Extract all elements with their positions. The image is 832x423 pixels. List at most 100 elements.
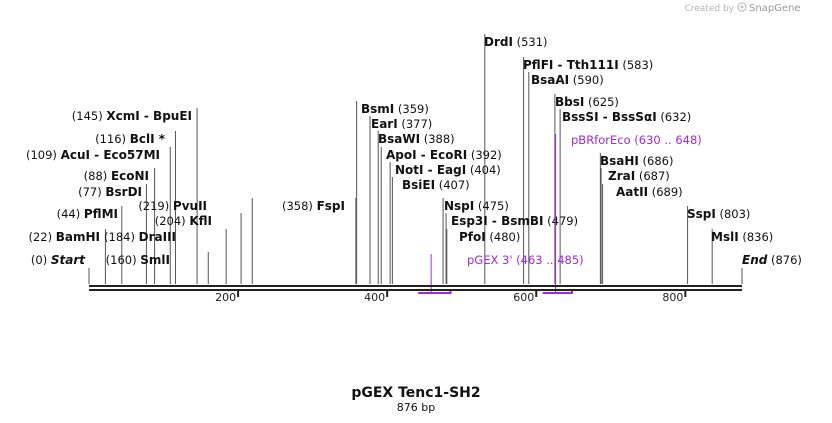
site-name-fspi: FspI xyxy=(317,199,345,213)
site-position-bbsi: (625) xyxy=(584,95,619,109)
site-position-eari: (377) xyxy=(398,117,433,131)
site-name-bsssi: BssSI - BssSαI xyxy=(562,110,657,124)
site-label-sspi[interactable]: SspI (803) xyxy=(687,207,750,221)
primer-name-pgex3: pGEX 3' xyxy=(467,253,513,267)
site-label-eari[interactable]: EarI (377) xyxy=(371,117,432,131)
site-position-kfli: (204) xyxy=(155,214,190,228)
site-name-eari: EarI xyxy=(371,117,398,131)
site-label-bsiei[interactable]: BsiEI (407) xyxy=(402,178,470,192)
site-position-noti: (404) xyxy=(466,163,501,177)
site-position-drdi: (531) xyxy=(513,35,548,49)
site-name-bamhi: BamHI xyxy=(56,230,100,244)
site-label-bsmi[interactable]: BsmI (359) xyxy=(361,102,429,116)
end-label-start[interactable]: (0) Start xyxy=(31,253,86,267)
site-name-esp3i: Esp3I - BsmBI xyxy=(451,214,543,228)
site-label-aatii[interactable]: AatII (689) xyxy=(616,185,683,199)
axis-tick-label-200: 200 xyxy=(215,291,236,304)
site-position-bsahi: (686) xyxy=(639,154,674,168)
site-name-pflfi: PflFI - Tth111I xyxy=(523,58,619,72)
site-name-bsrdi: BsrDI xyxy=(105,185,142,199)
axis-tick-label-600: 600 xyxy=(513,291,534,304)
site-label-msli[interactable]: MslI (836) xyxy=(711,230,773,244)
site-position-msli: (836) xyxy=(739,230,774,244)
end-label-end[interactable]: End (876) xyxy=(742,253,802,267)
site-position-zrai: (687) xyxy=(635,169,670,183)
site-name-bsiei: BsiEI xyxy=(402,178,435,192)
site-name-sspi: SspI xyxy=(687,207,716,221)
site-label-pflfi[interactable]: PflFI - Tth111I (583) xyxy=(523,58,653,72)
site-label-noti[interactable]: NotI - EagI (404) xyxy=(395,163,501,177)
end-name-end: End xyxy=(742,253,768,267)
site-label-draiii[interactable]: (184) DraIII xyxy=(104,230,176,244)
end-position-end: (876) xyxy=(767,253,802,267)
site-position-pfoi: (480) xyxy=(486,230,521,244)
snapgene-logo-icon xyxy=(737,2,747,12)
site-label-kfli[interactable]: (204) KflI xyxy=(155,214,212,228)
site-name-smli: SmlI xyxy=(140,253,170,267)
site-position-bsssi: (632) xyxy=(657,110,692,124)
site-label-fspi[interactable]: (358) FspI xyxy=(282,199,345,213)
site-position-fspi: (358) xyxy=(282,199,317,213)
credit-brand: SnapGene xyxy=(749,3,801,14)
site-label-smli[interactable]: (160) SmlI xyxy=(106,253,170,267)
site-label-pvuii[interactable]: (219) PvuII xyxy=(138,199,207,213)
site-position-econi: (88) xyxy=(84,169,111,183)
site-name-pfoi: PfoI xyxy=(459,230,486,244)
primer-label-pbrforeco[interactable]: pBRforEco (630 .. 648) xyxy=(571,133,702,147)
primer-label-pgex3[interactable]: pGEX 3' (463 .. 485) xyxy=(467,253,584,267)
site-label-bamhi[interactable]: (22) BamHI xyxy=(28,230,100,244)
site-label-bsaai[interactable]: BsaAI (590) xyxy=(531,73,604,87)
credit: Created by SnapGene xyxy=(684,2,801,14)
site-name-bbsi: BbsI xyxy=(555,95,584,109)
site-position-acui: (109) xyxy=(26,148,61,162)
site-label-bsrdi[interactable]: (77) BsrDI xyxy=(78,185,142,199)
site-label-bsssi[interactable]: BssSI - BssSαI (632) xyxy=(562,110,691,124)
site-name-xcmi: XcmI - BpuEI xyxy=(106,109,192,123)
site-name-pflmi: PflMI xyxy=(84,207,118,221)
site-label-pflmi[interactable]: (44) PflMI xyxy=(57,207,118,221)
site-label-pfoi[interactable]: PfoI (480) xyxy=(459,230,520,244)
site-name-bsahi: BsaHI xyxy=(600,154,639,168)
site-label-xcmi[interactable]: (145) XcmI - BpuEI xyxy=(72,109,192,123)
site-name-bsmi: BsmI xyxy=(361,102,394,116)
primer-name-pbrforeco: pBRforEco xyxy=(571,133,631,147)
site-name-noti: NotI - EagI xyxy=(395,163,466,177)
site-name-zrai: ZraI xyxy=(608,169,635,183)
primer-range-pbrforeco: (630 .. 648) xyxy=(631,133,702,147)
site-position-bsmi: (359) xyxy=(394,102,429,116)
site-name-apoi: ApoI - EcoRI xyxy=(386,148,467,162)
credit-prefix: Created by xyxy=(684,4,734,14)
site-label-econi[interactable]: (88) EcoNI xyxy=(84,169,149,183)
site-name-bsawi: BsaWI xyxy=(378,132,420,146)
site-label-bcli[interactable]: (116) BclI * xyxy=(95,132,166,146)
site-label-drdi[interactable]: DrdI (531) xyxy=(484,35,548,49)
site-position-smli: (160) xyxy=(106,253,141,267)
backbone-top-strand xyxy=(89,285,742,287)
site-position-pvuii: (219) xyxy=(138,199,173,213)
site-position-bamhi: (22) xyxy=(28,230,55,244)
site-position-xcmi: (145) xyxy=(72,109,107,123)
map-length: 876 bp xyxy=(397,401,435,414)
site-position-bsiei: (407) xyxy=(435,178,470,192)
site-name-msli: MslI xyxy=(711,230,739,244)
site-label-apoi[interactable]: ApoI - EcoRI (392) xyxy=(386,148,502,162)
primer-range-pgex3: (463 .. 485) xyxy=(513,253,584,267)
site-name-nspi: NspI xyxy=(444,199,474,213)
site-name-aatii: AatII xyxy=(616,185,648,199)
site-position-sspi: (803) xyxy=(716,207,751,221)
axis-tick-label-400: 400 xyxy=(364,291,385,304)
site-position-pflmi: (44) xyxy=(57,207,84,221)
site-label-esp3i[interactable]: Esp3I - BsmBI (479) xyxy=(451,214,578,228)
site-label-bbsi[interactable]: BbsI (625) xyxy=(555,95,619,109)
site-label-nspi[interactable]: NspI (475) xyxy=(444,199,509,213)
site-label-acui[interactable]: (109) AcuI - Eco57MI xyxy=(26,148,160,162)
site-label-zrai[interactable]: ZraI (687) xyxy=(608,169,670,183)
site-name-pvuii: PvuII xyxy=(173,199,207,213)
site-label-bsahi[interactable]: BsaHI (686) xyxy=(600,154,674,168)
site-label-bsawi[interactable]: BsaWI (388) xyxy=(378,132,455,146)
end-name-start: Start xyxy=(51,253,86,267)
end-position-start: (0) xyxy=(31,253,51,267)
site-position-pflfi: (583) xyxy=(619,58,654,72)
axis-tick-label-800: 800 xyxy=(662,291,683,304)
